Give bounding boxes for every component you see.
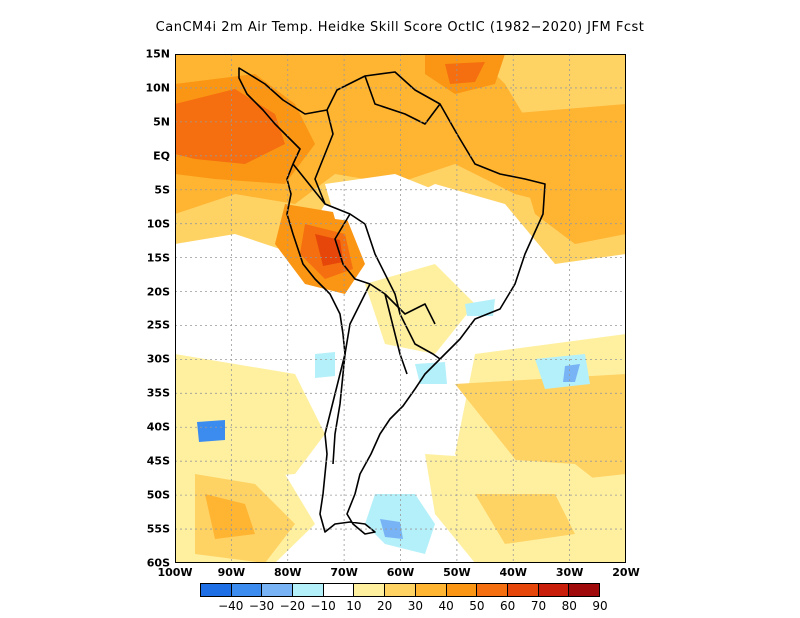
colorbar-swatch [538,584,570,596]
colorbar-label: 10 [346,599,362,613]
map-title: CanCM4i 2m Air Temp. Heidke Skill Score … [155,20,645,35]
lon-tick-label: 80W [274,566,302,579]
colorbar-swatch [262,584,294,596]
colorbar-swatch [507,584,539,596]
lat-tick-label: 40S [146,420,170,434]
colorbar [200,583,600,597]
lat-tick-label: 10S [146,217,170,231]
lat-tick-label: 15S [146,251,170,265]
lat-tick-label: EQ [153,149,170,163]
colorbar-label: 30 [407,599,424,613]
colorbar-label: −30 [248,599,275,613]
colorbar-label: −10 [310,599,336,613]
colorbar-label: 80 [561,599,577,613]
colorbar-swatch [323,584,355,596]
skill-score-map [175,54,626,563]
graticule [175,54,626,563]
colorbar-label: 20 [376,599,393,613]
colorbar-swatch [385,584,416,596]
lat-tick-label: 20S [146,285,170,299]
skill-shading [175,54,626,563]
colorbar-label: −40 [218,599,244,613]
colorbar-label: 40 [438,599,454,613]
lat-tick-label: 60S [146,556,170,570]
colorbar-swatch [231,584,263,596]
lon-tick-label: 40W [499,566,527,579]
lat-tick-label: 5N [153,115,170,129]
colorbar-swatch [354,584,386,596]
colorbar-swatch [446,584,478,596]
lon-tick-label: 90W [217,566,246,579]
colorbar-label: 90 [592,599,608,613]
lat-tick-label: 50S [146,488,170,502]
colorbar-label: −20 [279,599,305,613]
colorbar-label: 60 [500,599,516,613]
lon-tick-label: 20W [612,566,640,579]
lon-tick-label: 50W [443,566,471,579]
lat-tick-label: 35S [146,386,170,400]
lat-tick-label: 30S [146,352,170,366]
colorbar-swatch [293,584,324,596]
colorbar-label: 70 [530,599,547,613]
lat-tick-label: 15N [145,47,170,61]
colorbar-label: 50 [469,599,485,613]
colorbar-swatch [477,584,508,596]
lat-tick-label: 55S [146,522,170,536]
lat-tick-label: 5S [154,183,170,197]
lat-tick-label: 10N [145,81,170,95]
lon-tick-label: 100W [157,566,193,579]
lat-tick-label: 25S [146,318,170,332]
lon-tick-label: 70W [330,566,358,579]
lon-tick-label: 30W [555,566,584,579]
colorbar-swatch [201,584,232,596]
colorbar-swatch [415,584,447,596]
lat-tick-label: 45S [146,454,170,468]
colorbar-swatch [569,584,599,596]
lon-tick-label: 60W [386,566,415,579]
